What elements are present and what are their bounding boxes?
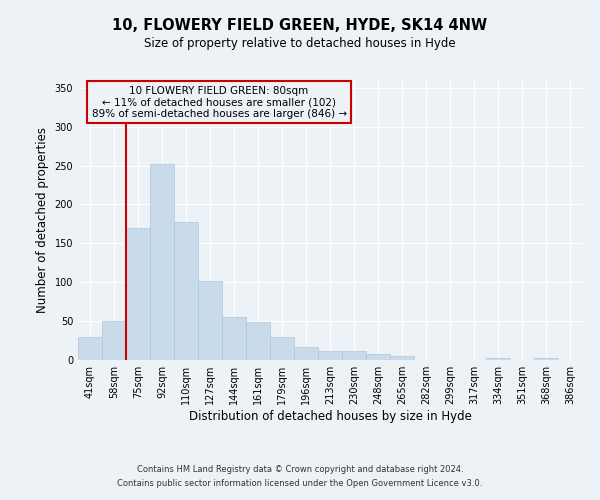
Bar <box>270 336 294 360</box>
Bar <box>294 347 318 360</box>
Text: 10, FLOWERY FIELD GREEN, HYDE, SK14 4NW: 10, FLOWERY FIELD GREEN, HYDE, SK14 4NW <box>112 18 488 32</box>
Bar <box>318 350 342 360</box>
Bar <box>222 317 246 360</box>
Bar <box>246 322 270 360</box>
X-axis label: Distribution of detached houses by size in Hyde: Distribution of detached houses by size … <box>188 410 472 423</box>
Bar <box>198 280 222 360</box>
Text: Contains HM Land Registry data © Crown copyright and database right 2024.
Contai: Contains HM Land Registry data © Crown c… <box>118 466 482 487</box>
Bar <box>534 358 558 360</box>
Bar <box>150 164 174 360</box>
Text: 10 FLOWERY FIELD GREEN: 80sqm
← 11% of detached houses are smaller (102)
89% of : 10 FLOWERY FIELD GREEN: 80sqm ← 11% of d… <box>92 86 347 119</box>
Text: Size of property relative to detached houses in Hyde: Size of property relative to detached ho… <box>144 38 456 51</box>
Bar <box>366 354 390 360</box>
Bar <box>102 321 126 360</box>
Bar <box>174 222 198 360</box>
Bar <box>486 358 510 360</box>
Bar <box>126 228 150 360</box>
Y-axis label: Number of detached properties: Number of detached properties <box>36 127 49 313</box>
Bar <box>390 356 414 360</box>
Bar <box>78 336 102 360</box>
Bar <box>342 352 366 360</box>
